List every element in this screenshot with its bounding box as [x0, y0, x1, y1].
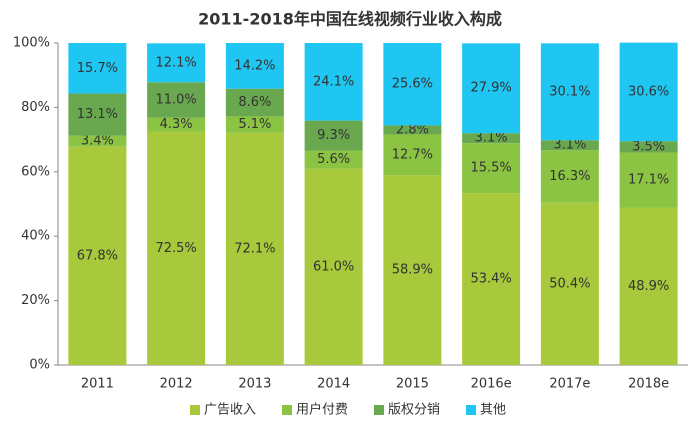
x-tick-label: 2013	[238, 377, 271, 392]
bar-segment	[225, 116, 284, 133]
bar-segment	[147, 131, 206, 365]
bar-segment	[147, 117, 206, 132]
y-tick-label: 80%	[21, 100, 50, 115]
bar-segment	[225, 132, 284, 365]
bar-segment	[462, 143, 521, 194]
data-label: 15.5%	[470, 161, 511, 176]
legend-label: 版权分销	[388, 402, 440, 418]
bar-segment	[383, 125, 442, 135]
legend-label: 其他	[480, 403, 506, 418]
data-label: 12.1%	[155, 55, 196, 70]
bar-segment	[304, 168, 363, 365]
data-label: 27.9%	[470, 81, 511, 96]
bar-segment	[619, 42, 678, 142]
data-label: 17.1%	[628, 173, 669, 188]
data-label: 67.8%	[77, 248, 118, 263]
y-tick-label: 0%	[29, 358, 50, 373]
data-label: 13.1%	[77, 107, 118, 122]
x-tick-label: 2012	[160, 377, 193, 392]
legend-swatch	[282, 405, 292, 415]
x-tick-label: 2016e	[471, 377, 512, 392]
bar-segment	[304, 120, 363, 151]
data-label: 8.6%	[238, 95, 271, 110]
bar-segment	[304, 43, 363, 121]
data-label: 3.5%	[632, 139, 665, 154]
data-label: 53.4%	[470, 272, 511, 287]
legend-swatch	[466, 405, 476, 415]
bar-segment	[540, 43, 599, 141]
data-label: 48.9%	[628, 279, 669, 294]
data-label: 25.6%	[392, 77, 433, 92]
data-label: 61.0%	[313, 259, 354, 274]
bar-segment	[147, 82, 206, 118]
data-label: 72.1%	[234, 241, 275, 256]
x-tick-label: 2017e	[549, 377, 590, 392]
bar-segment	[462, 133, 521, 144]
bar-segment	[462, 43, 521, 134]
data-label: 16.3%	[549, 169, 590, 184]
data-label: 14.2%	[234, 58, 275, 73]
data-label: 4.3%	[160, 117, 193, 132]
bar-segment	[225, 43, 284, 89]
x-tick-label: 2018e	[628, 377, 669, 392]
bar-segment	[619, 152, 678, 208]
bar-segment	[304, 150, 363, 169]
x-tick-label: 2015	[396, 377, 429, 392]
bar-segment	[68, 146, 127, 365]
bar-segment	[540, 202, 599, 365]
y-tick-label: 40%	[21, 229, 50, 244]
legend-swatch	[374, 405, 384, 415]
data-label: 5.6%	[317, 152, 350, 167]
data-label: 58.9%	[392, 263, 433, 278]
data-label: 24.1%	[313, 74, 354, 89]
data-label: 11.0%	[155, 92, 196, 107]
bar-segment	[68, 93, 127, 136]
bar-segment	[68, 135, 127, 147]
bar-segment	[462, 193, 521, 365]
bar-segment	[383, 175, 442, 365]
data-label: 9.3%	[317, 128, 350, 143]
bar-segment	[540, 140, 599, 151]
legend-label: 广告收入	[204, 403, 256, 418]
x-tick-label: 2011	[81, 377, 114, 392]
data-label: 15.7%	[77, 61, 118, 76]
chart-title: 2011-2018年中国在线视频行业收入构成	[198, 10, 502, 29]
legend-swatch	[190, 405, 200, 415]
bar-segment	[619, 141, 678, 153]
bar-segment	[68, 43, 127, 94]
data-label: 50.4%	[549, 276, 590, 291]
data-label: 3.4%	[81, 134, 114, 149]
data-label: 3.1%	[475, 131, 508, 146]
x-tick-label: 2014	[317, 377, 350, 392]
data-label: 30.1%	[549, 84, 590, 99]
data-label: 3.1%	[553, 138, 586, 153]
data-label: 5.1%	[238, 117, 271, 132]
y-tick-label: 20%	[21, 293, 50, 308]
data-label: 12.7%	[392, 147, 433, 162]
bar-segment	[225, 88, 284, 117]
bar-segment	[147, 43, 206, 83]
y-tick-label: 100%	[13, 36, 50, 51]
data-label: 30.6%	[628, 84, 669, 99]
y-tick-label: 60%	[21, 164, 50, 179]
bar-segment	[383, 43, 442, 126]
bar-segment	[540, 150, 599, 203]
legend-label: 用户付费	[296, 402, 348, 418]
data-label: 2.8%	[396, 122, 429, 137]
data-label: 72.5%	[155, 241, 196, 256]
bar-segment	[383, 134, 442, 176]
bar-segment	[619, 207, 678, 365]
